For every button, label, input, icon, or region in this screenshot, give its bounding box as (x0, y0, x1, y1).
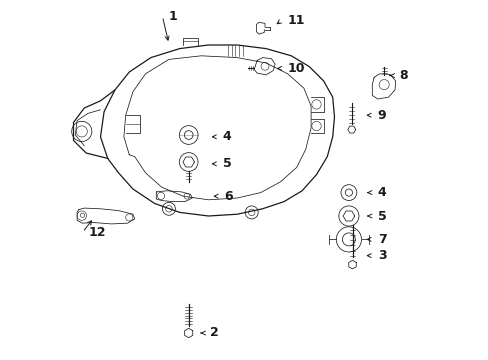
Text: 1: 1 (168, 10, 177, 23)
Text: 6: 6 (224, 190, 233, 203)
Text: 2: 2 (210, 327, 219, 339)
Text: 4: 4 (377, 186, 386, 199)
Text: 8: 8 (399, 69, 407, 82)
Text: 5: 5 (223, 157, 231, 170)
Text: 11: 11 (287, 14, 305, 27)
Text: 4: 4 (223, 130, 231, 143)
Text: 5: 5 (377, 210, 386, 222)
Text: 7: 7 (377, 233, 386, 246)
Text: 3: 3 (377, 249, 386, 262)
Text: 10: 10 (287, 62, 305, 75)
Text: 12: 12 (89, 226, 106, 239)
Text: 9: 9 (377, 109, 386, 122)
